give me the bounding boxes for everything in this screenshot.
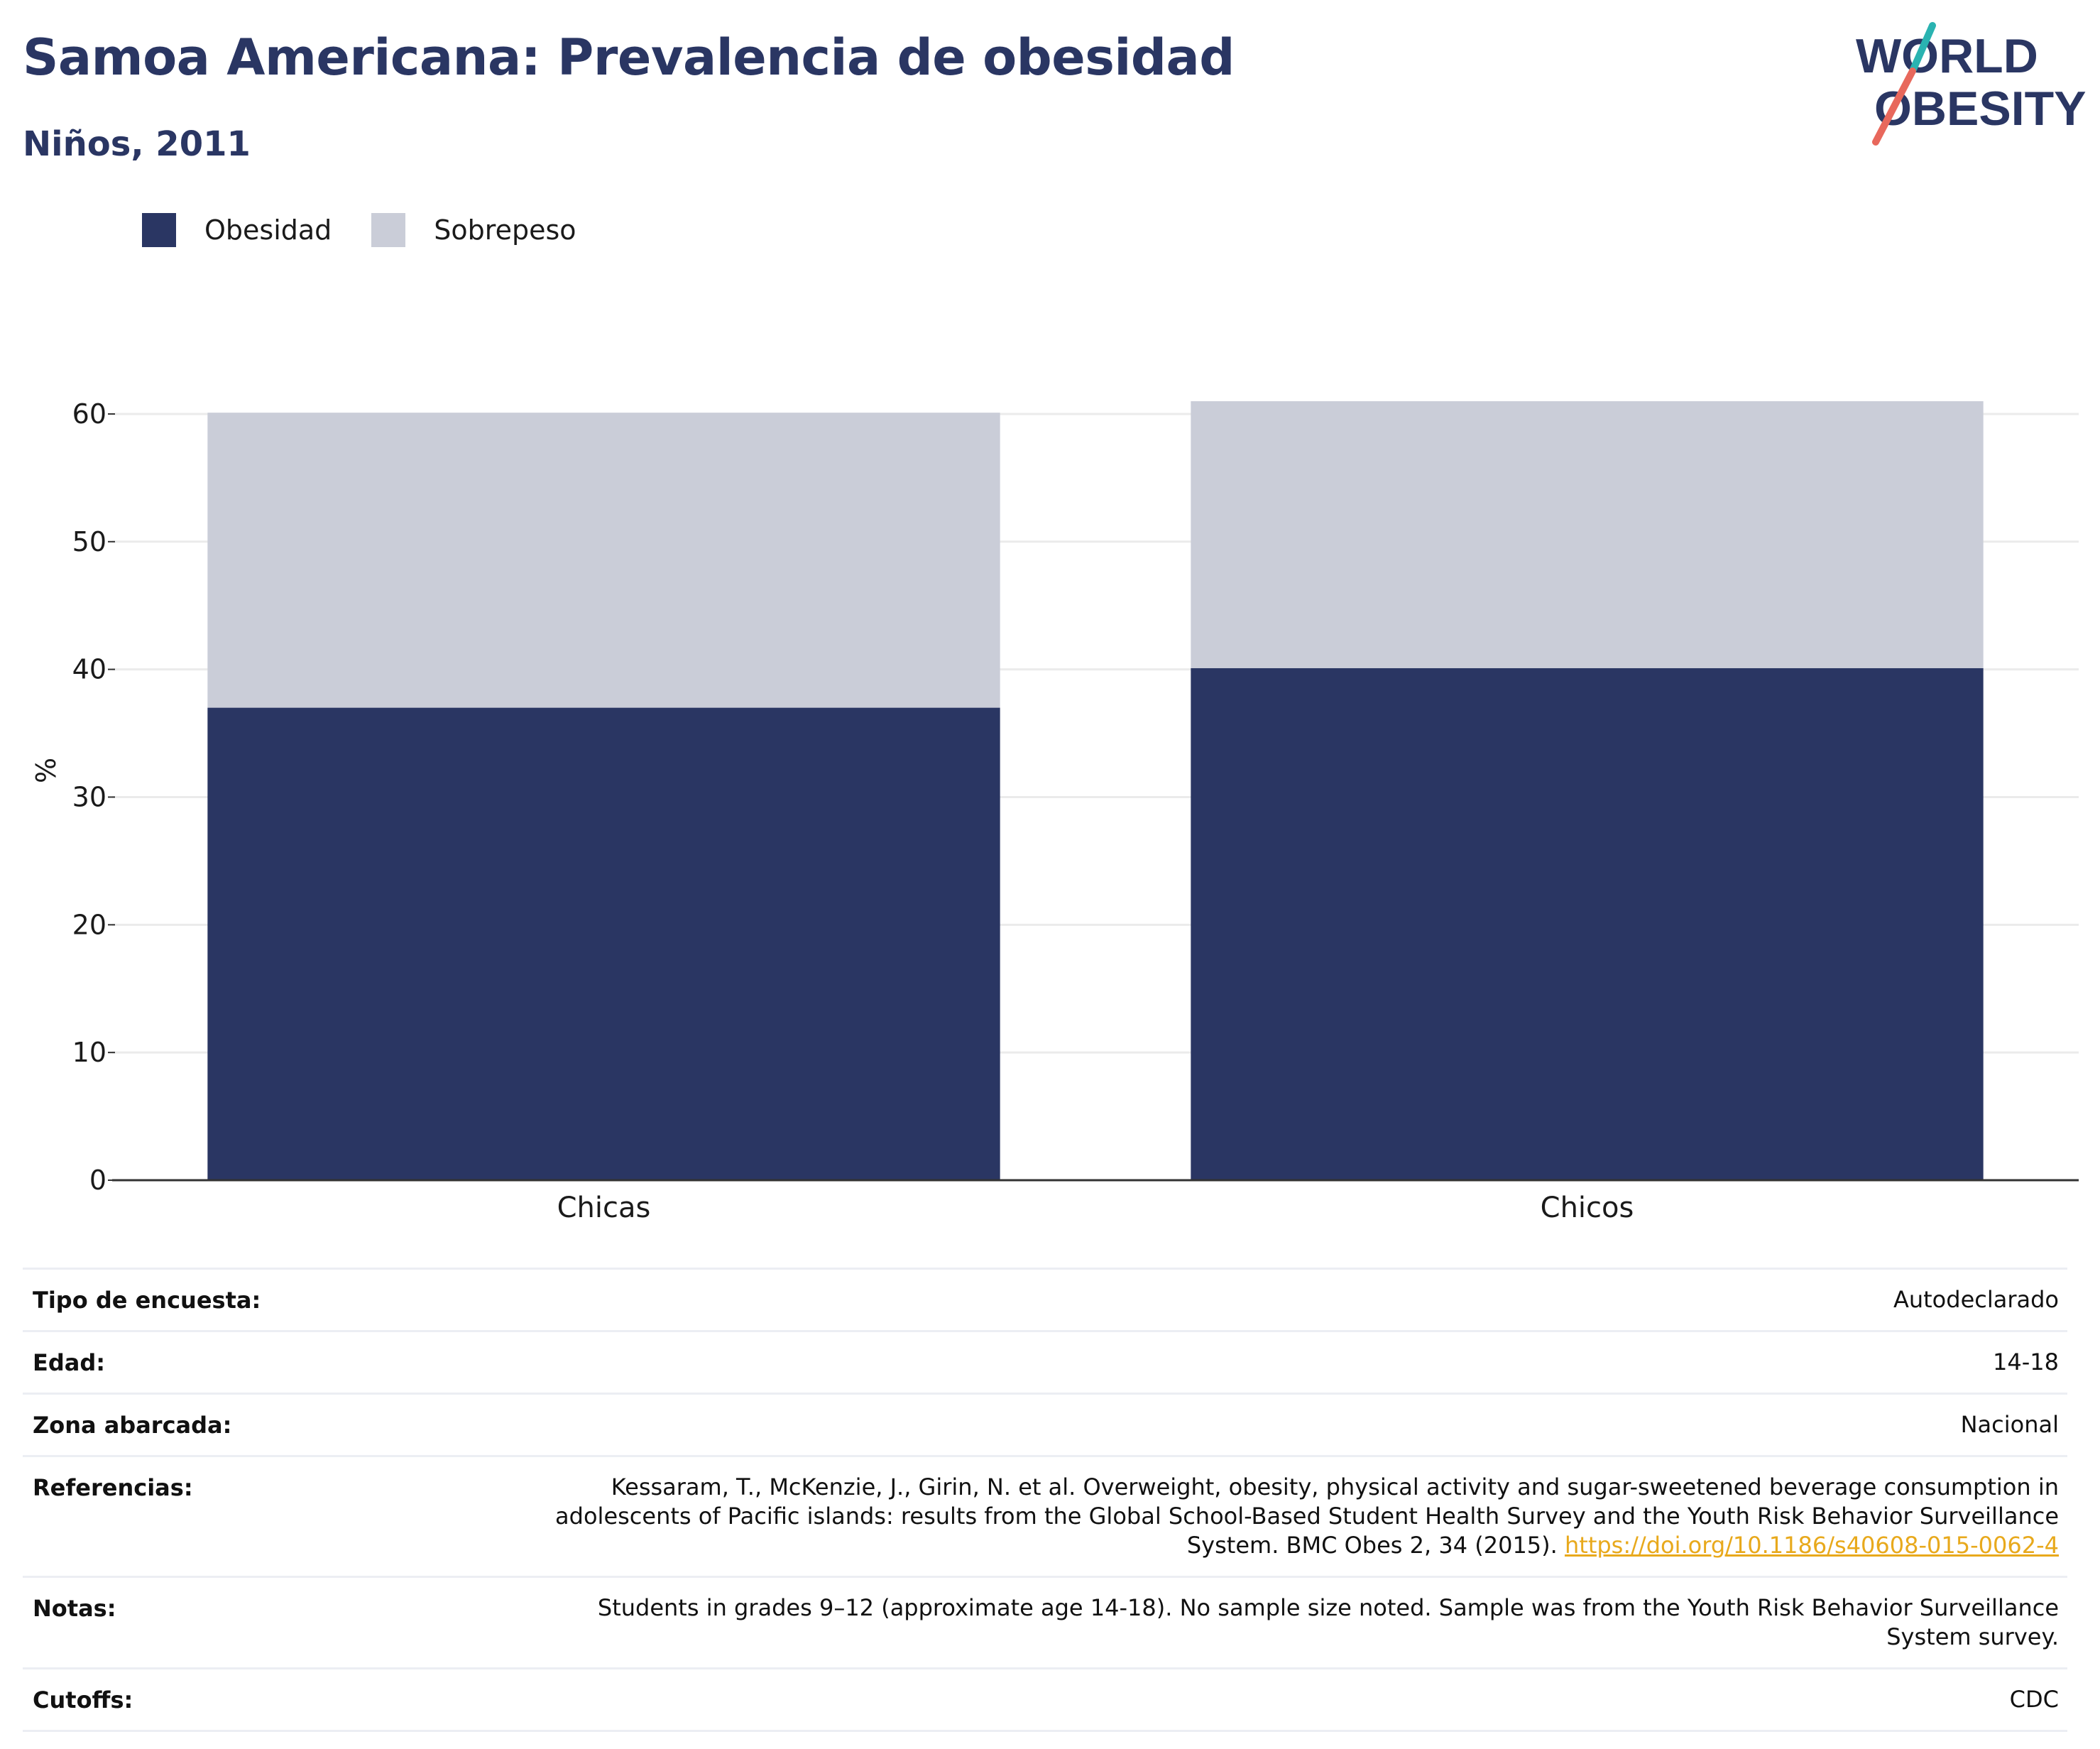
y-tick-label: 40 [72,654,106,685]
logo-line-2: OBESITY [1874,82,2087,136]
y-tick-label: 10 [72,1037,106,1068]
info-label: Zona abarcada: [33,1412,232,1439]
x-tick-label: Chicos [1541,1192,1634,1221]
y-axis: 0 10 20 30 40 50 60 [72,398,115,1196]
chart-legend: Obesidad Sobrepeso [142,212,616,249]
legend-swatch-obesidad [142,213,176,247]
bar-sobrepeso-chicos[interactable] [1191,401,1984,668]
stacked-bar-chart: 0 10 20 30 40 50 60 Chicas Chicos % [31,398,2079,1221]
x-axis: Chicas Chicos [112,1179,2079,1221]
info-row-notes: Notas: Students in grades 9–12 (approxim… [23,1576,2067,1667]
bar-sobrepeso-chicas[interactable] [207,413,1000,708]
y-tick-label: 60 [72,398,106,430]
reference-link[interactable]: https://doi.org/10.1186/s40608-015-0062-… [1564,1532,2059,1559]
legend-item-sobrepeso[interactable]: Sobrepeso [371,213,576,247]
y-tick-label: 30 [72,781,106,812]
legend-swatch-sobrepeso [371,213,406,247]
legend-label-sobrepeso: Sobrepeso [434,214,576,246]
info-row-age: Edad: 14-18 [23,1330,2067,1393]
info-value: 14-18 [1993,1348,2059,1375]
y-tick-label: 50 [72,526,106,557]
info-value: Students in grades 9–12 (approximate age… [597,1594,2059,1650]
y-tick-label: 20 [72,909,106,940]
bar-obesidad-chicos[interactable] [1191,668,1984,1180]
info-value: Nacional [1960,1411,2059,1438]
info-value: CDC [2009,1686,2059,1713]
logo-line-1: WORLD [1856,29,2038,83]
y-axis-label: % [31,758,62,783]
info-label: Tipo de encuesta: [33,1287,261,1314]
info-label: Notas: [33,1595,116,1622]
legend-item-obesidad[interactable]: Obesidad [142,213,332,247]
bar-obesidad-chicas[interactable] [207,707,1000,1180]
info-label: Edad: [33,1349,106,1376]
survey-info-table: Tipo de encuesta: Autodeclarado Edad: 14… [23,1268,2067,1732]
x-tick-label: Chicas [557,1192,651,1221]
legend-label-obesidad: Obesidad [204,214,332,246]
reference-text: Kessaram, T., McKenzie, J., Girin, N. et… [555,1473,2059,1559]
world-obesity-logo: WORLD OBESITY [1856,22,2087,146]
logo-slash-top [1909,22,1936,75]
info-row-cutoffs: Cutoffs: CDC [23,1667,2067,1732]
info-row-area: Zona abarcada: Nacional [23,1393,2067,1455]
info-row-survey-type: Tipo de encuesta: Autodeclarado [23,1268,2067,1330]
info-row-references: Referencias: Kessaram, T., McKenzie, J.,… [23,1455,2067,1576]
info-label: Cutoffs: [33,1687,133,1713]
chart-subtitle: Niños, 2011 [23,124,251,164]
bars [207,401,1984,1180]
info-label: Referencias: [33,1474,193,1501]
info-value-references: Kessaram, T., McKenzie, J., Girin, N. et… [554,1473,2059,1560]
chart-title: Samoa Americana: Prevalencia de obesidad [23,28,1235,87]
info-value: Autodeclarado [1893,1286,2059,1313]
y-tick-label: 0 [89,1165,106,1196]
logo-slash-bottom [1872,67,1916,146]
